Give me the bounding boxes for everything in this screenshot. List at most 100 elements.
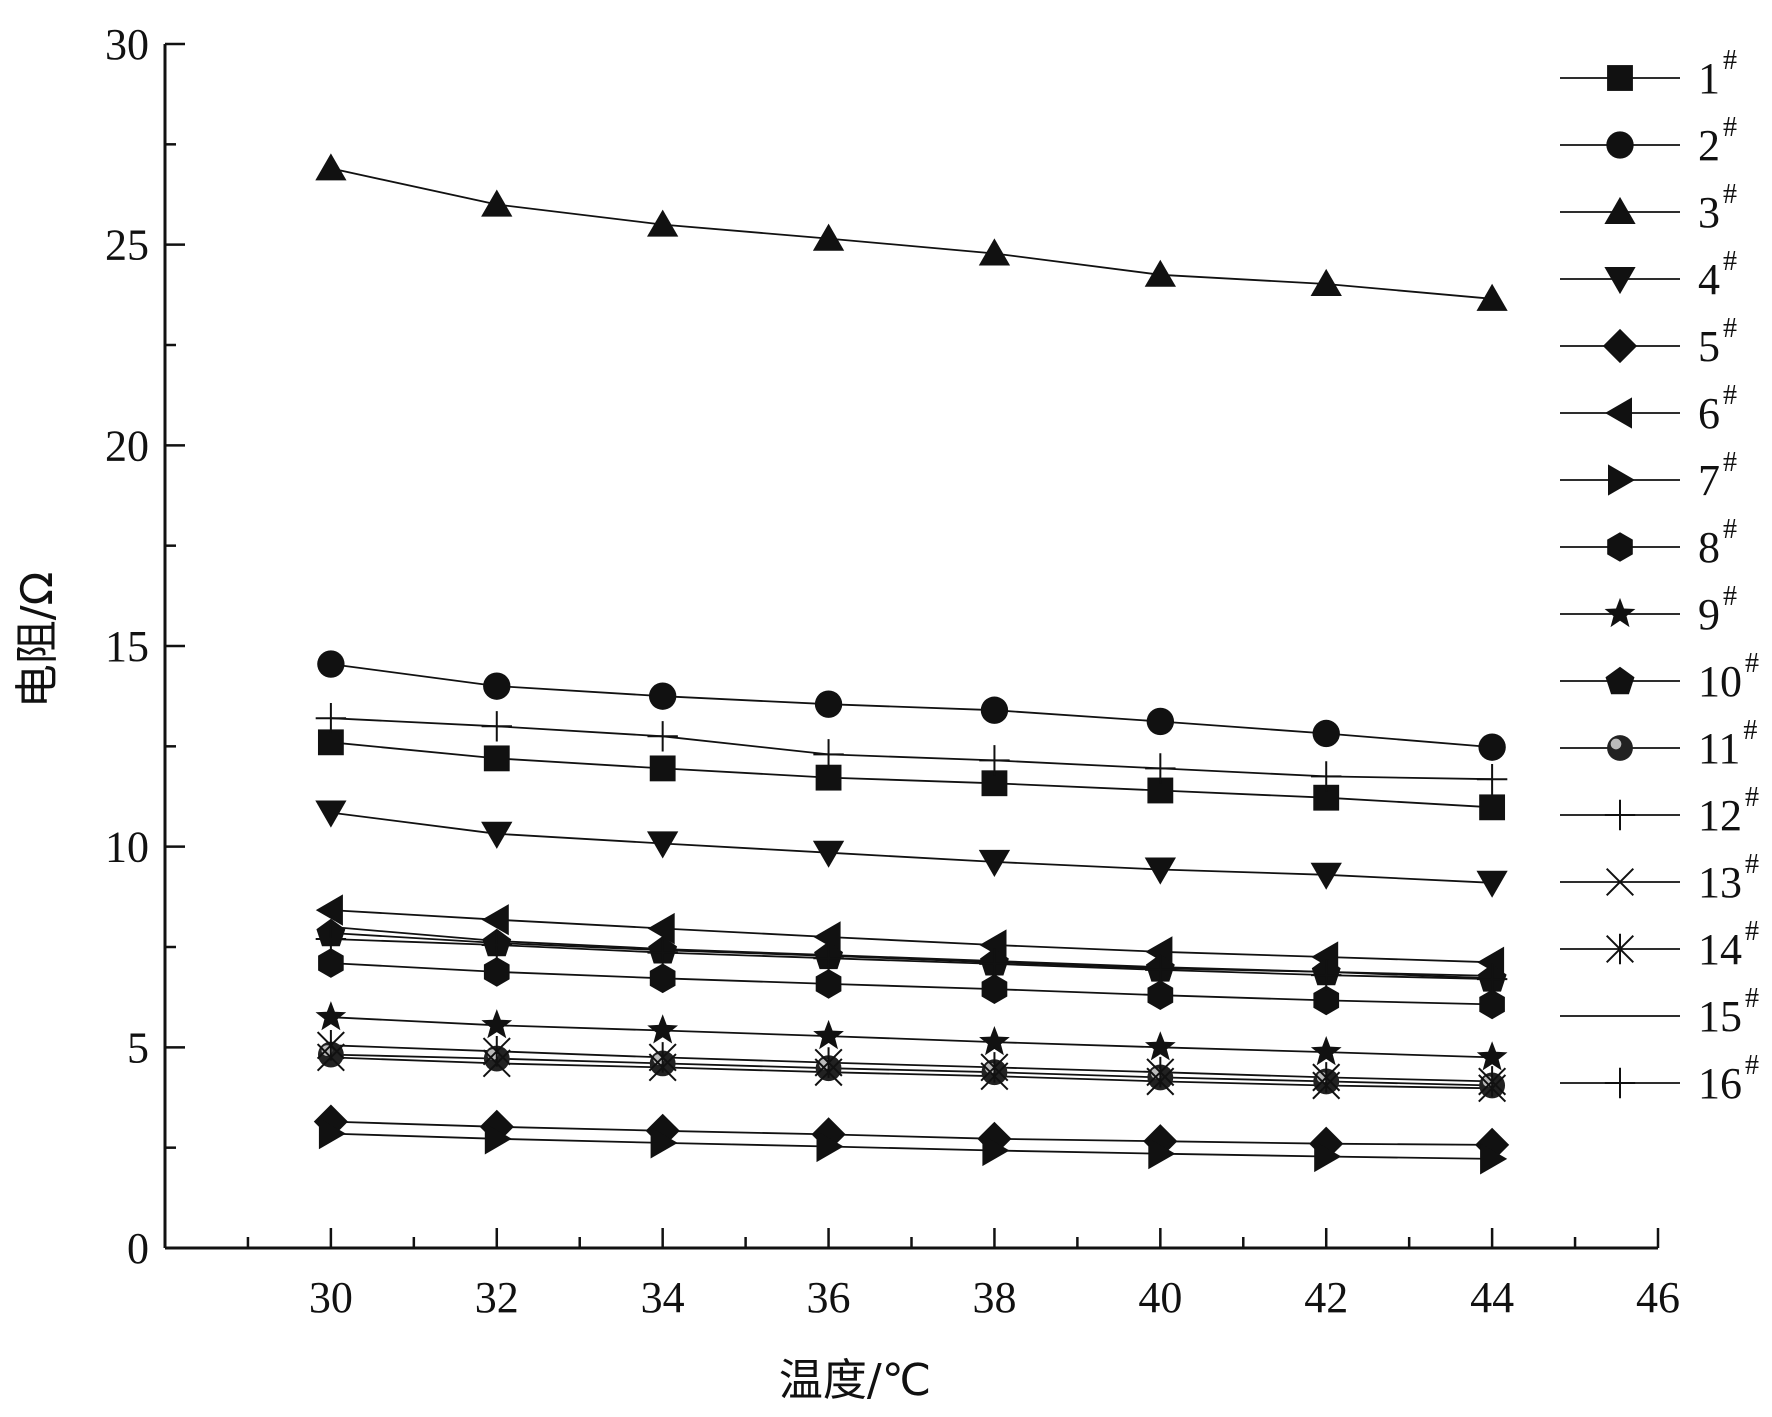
- series-16-point: [481, 929, 512, 961]
- legend-label-sup: #: [1745, 916, 1759, 947]
- legend-label: 13 #: [1698, 849, 1759, 907]
- legend-label: 7 #: [1698, 447, 1737, 505]
- legend-label-sup: #: [1743, 715, 1757, 746]
- series-7-point: [1148, 1138, 1176, 1170]
- legend-marker: [1604, 799, 1636, 831]
- legend-marker-highlight: [1610, 738, 1622, 750]
- series-line-4: [330, 811, 1493, 884]
- y-tick-label: 15: [105, 622, 149, 671]
- legend-marker: [1605, 933, 1635, 965]
- legend-item-4: 4 #: [1560, 246, 1737, 304]
- series-14-point: [980, 1052, 1009, 1083]
- series-1-point: [483, 745, 510, 772]
- legend-label-sup: #: [1723, 514, 1737, 545]
- legend: 1 #2 #3 #4 #5 #6 #7 #8 #9 #10 #11 #12 #13 #14 #15 #16 #: [1560, 45, 1759, 1108]
- legend-item-10: 10 #: [1560, 648, 1759, 706]
- series-3-point: [647, 209, 679, 237]
- series-8-point: [318, 948, 344, 978]
- legend-label-sup: #: [1723, 313, 1737, 344]
- series-12-point: [1311, 761, 1342, 792]
- series-9-point: [1476, 1041, 1508, 1071]
- series-markers: [313, 153, 1510, 1175]
- y-tick-label: 20: [105, 421, 149, 470]
- series-8-point: [483, 957, 510, 987]
- legend-label-sup: #: [1723, 112, 1737, 143]
- x-tick-label: 36: [807, 1273, 851, 1322]
- x-tick-label: 46: [1636, 1273, 1680, 1322]
- series-7-point: [650, 1127, 678, 1159]
- series-1-point: [1479, 794, 1506, 821]
- series-14-point: [482, 1036, 511, 1067]
- legend-label-sup: #: [1745, 849, 1759, 880]
- series-9-point: [647, 1014, 678, 1044]
- legend-item-11: 11 #: [1560, 715, 1757, 773]
- series-16-point: [1145, 954, 1176, 986]
- legend-label: 14 #: [1698, 916, 1759, 974]
- legend-label: 11 #: [1698, 715, 1757, 773]
- series-9-point: [1310, 1036, 1342, 1066]
- legend-label: 9 #: [1698, 581, 1737, 639]
- series-7-point: [982, 1134, 1010, 1167]
- series-8-point: [1313, 985, 1340, 1016]
- series-2-point: [1478, 733, 1506, 761]
- y-axis-label: 电阻/Ω: [12, 572, 63, 708]
- series-16-point: [1311, 959, 1342, 991]
- x-tick-label: 40: [1138, 1273, 1182, 1322]
- legend-label-number: 8: [1698, 523, 1720, 572]
- legend-marker: [1604, 196, 1636, 224]
- series-7-point: [1314, 1140, 1342, 1173]
- series-14-point: [1312, 1062, 1341, 1093]
- legend-marker: [1604, 267, 1636, 295]
- series-4-point: [1144, 857, 1176, 885]
- series-line-11: [330, 1053, 1493, 1087]
- legend-label-number: 4: [1698, 255, 1720, 304]
- series-3-point: [315, 153, 347, 181]
- legend-marker: [1607, 65, 1633, 91]
- series-8-point: [815, 969, 842, 999]
- series-7-point: [1480, 1143, 1508, 1175]
- series-12-point: [979, 745, 1010, 776]
- legend-marker: [1607, 532, 1633, 562]
- legend-label: 1 #: [1698, 45, 1737, 103]
- legend-label-number: 12: [1698, 791, 1742, 840]
- series-lines: [330, 167, 1493, 1160]
- legend-label-number: 1: [1698, 54, 1720, 103]
- legend-item-2: 2 #: [1560, 112, 1737, 170]
- series-9-point: [481, 1009, 513, 1039]
- legend-label-sup: #: [1723, 581, 1737, 612]
- series-4-point: [315, 800, 347, 828]
- legend-marker: [1602, 328, 1638, 364]
- series-8-point: [1147, 980, 1174, 1010]
- legend-label-sup: #: [1723, 45, 1737, 76]
- legend-label: 12 #: [1698, 782, 1759, 840]
- y-tick-label: 10: [105, 823, 149, 872]
- series-line-3: [330, 167, 1493, 300]
- series-16-point: [1476, 963, 1508, 995]
- series-12-point: [481, 711, 512, 742]
- series-8-point: [1479, 989, 1505, 1020]
- y-tick-label: 30: [105, 20, 149, 69]
- legend-item-9: 9 #: [1560, 581, 1737, 639]
- x-tick-label: 32: [475, 1273, 519, 1322]
- series-9-point: [1145, 1031, 1176, 1061]
- series-3-point: [1476, 283, 1508, 311]
- series-8-point: [649, 963, 676, 994]
- legend-label-number: 11: [1698, 724, 1740, 773]
- series-7-point: [816, 1130, 844, 1163]
- series-3-point: [481, 189, 513, 217]
- legend-label-number: 3: [1698, 188, 1720, 237]
- legend-label-sup: #: [1723, 447, 1737, 478]
- series-line-2: [330, 663, 1493, 748]
- series-2-point: [317, 650, 345, 678]
- series-16-point: [813, 943, 844, 974]
- x-tick-label: 34: [641, 1273, 685, 1322]
- legend-label-number: 16: [1698, 1059, 1742, 1108]
- series-line-12: [330, 717, 1493, 781]
- series-8-point: [981, 974, 1008, 1004]
- series-7-point: [484, 1123, 512, 1155]
- series-9-point: [315, 1001, 347, 1031]
- x-tick-label: 44: [1470, 1273, 1514, 1322]
- series-2-point: [980, 696, 1009, 724]
- series-4-point: [978, 849, 1011, 877]
